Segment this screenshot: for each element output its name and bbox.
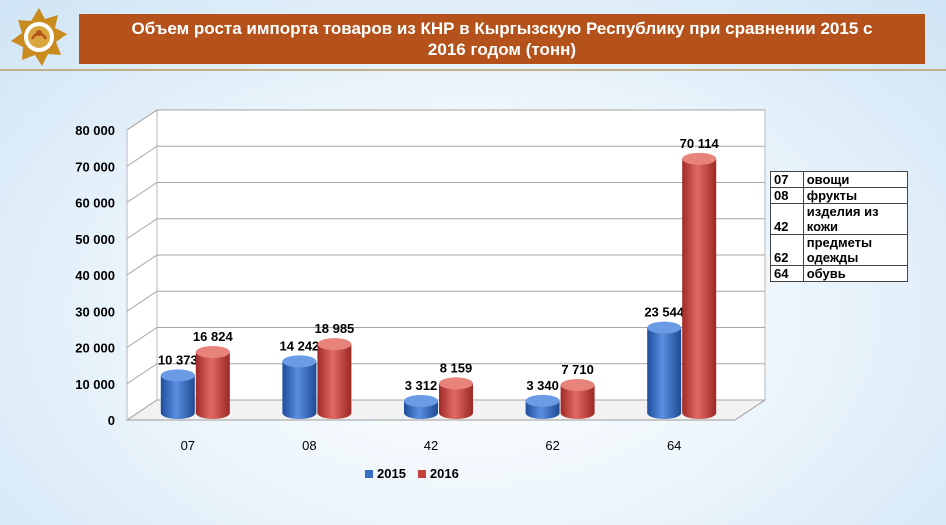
code-legend-table: 07 овощи 08 фрукты 42 изделия из кожи 62 предме… (770, 171, 909, 282)
code-name-cell: обувь (802, 265, 909, 282)
bar-top-2015 (160, 369, 195, 382)
code-cell: 64 (770, 265, 804, 282)
gridline (126, 218, 765, 240)
data-label-2015: 14 242 (280, 338, 320, 353)
y-tick-label: 40 000 (75, 268, 115, 283)
data-label-2016: 7 710 (561, 362, 594, 377)
bar-2016 (560, 385, 595, 419)
y-tick-label: 10 000 (75, 377, 115, 392)
code-cell: 08 (770, 187, 804, 204)
y-tick-label: 80 000 (75, 123, 115, 138)
bar-2016 (195, 352, 230, 419)
bar-2016 (682, 158, 717, 420)
bar-top-2016 (682, 152, 717, 165)
legend-item-2015: 2015 (365, 466, 406, 481)
bar-2015 (647, 327, 682, 419)
y-tick-label: 70 000 (75, 159, 115, 174)
y-tick-label: 50 000 (75, 232, 115, 247)
bar-2015 (160, 375, 195, 419)
bar-top-2016 (439, 377, 473, 390)
bar-top-2016 (195, 346, 230, 359)
bar-top-2015 (525, 394, 560, 407)
gridline (126, 254, 765, 276)
y-tick-label: 20 000 (75, 341, 115, 356)
code-row: 62 предметы одежды (770, 234, 909, 266)
code-name-cell: изделия из кожи (802, 203, 909, 235)
bar-top-2015 (404, 394, 438, 407)
data-label-2016: 8 159 (440, 360, 473, 375)
gridline (126, 363, 765, 385)
gridline (126, 182, 765, 203)
code-row: 07 овощи (770, 171, 909, 188)
legend-swatch-2015 (365, 469, 373, 478)
bar-top-2015 (282, 355, 317, 368)
emblem-icon (11, 8, 67, 66)
x-tick-label: 62 (545, 438, 559, 453)
header-divider (0, 69, 946, 71)
code-name-cell: предметы одежды (802, 234, 909, 266)
legend-swatch-2016 (417, 469, 426, 478)
code-name-cell: овощи (802, 171, 909, 188)
data-label-2015: 3 312 (405, 378, 438, 393)
code-cell: 62 (770, 234, 804, 266)
x-tick-label: 07 (181, 438, 195, 453)
data-label-2016: 70 114 (680, 136, 720, 151)
legend-item-2016: 2016 (417, 466, 459, 481)
bar-2015 (282, 361, 317, 419)
data-label-2015: 3 340 (526, 378, 559, 393)
legend-label-2015: 2015 (377, 466, 406, 481)
bar-top-2016 (560, 379, 595, 392)
code-row: 64 обувь (770, 265, 909, 282)
data-label-2015: 23 544 (644, 305, 685, 320)
x-tick-label: 64 (667, 438, 681, 453)
code-row: 42 изделия из кожи (770, 203, 909, 235)
gridline (126, 145, 765, 167)
x-tick-label: 08 (302, 438, 316, 453)
code-row: 08 фрукты (770, 187, 909, 204)
legend-label-2016: 2016 (429, 466, 459, 481)
y-tick-label: 60 000 (75, 196, 115, 211)
data-label-2015: 10 373 (158, 352, 198, 367)
y-tick-label: 0 (108, 413, 115, 428)
code-cell: 07 (770, 171, 804, 188)
series-legend: 2015 2016 (365, 466, 459, 481)
code-cell: 42 (770, 203, 804, 235)
bar-top-2016 (317, 338, 352, 351)
bar-2016 (317, 344, 352, 419)
gridline (126, 327, 765, 348)
bar-2016 (439, 383, 473, 419)
chart-title-banner: Объем роста импорта товаров из КНР в Кыр… (79, 14, 925, 64)
x-tick-label: 42 (424, 438, 438, 453)
data-label-2016: 16 824 (193, 329, 234, 344)
chart-title: Объем роста импорта товаров из КНР в Кыр… (131, 19, 873, 59)
gridline (126, 290, 765, 312)
data-label-2016: 18 985 (315, 321, 355, 336)
code-name-cell: фрукты (802, 187, 909, 204)
bar-top-2015 (647, 321, 682, 334)
gridline (126, 109, 765, 131)
y-tick-label: 30 000 (75, 304, 115, 319)
